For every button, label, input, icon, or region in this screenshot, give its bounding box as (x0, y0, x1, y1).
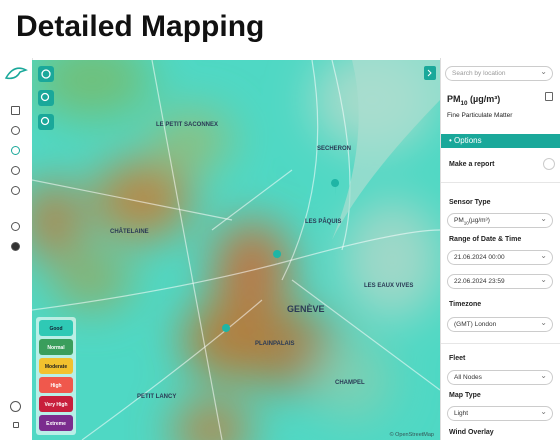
map-icon[interactable] (11, 146, 20, 155)
locate-button[interactable] (38, 66, 54, 82)
sensor-type-select[interactable]: PM10(µg/m³) (447, 213, 553, 228)
copy-icon[interactable] (545, 92, 553, 101)
legend-swatch[interactable] (39, 415, 73, 431)
separator (441, 182, 560, 183)
power-icon[interactable] (11, 186, 20, 195)
expand-panel-button[interactable] (424, 66, 436, 80)
logo (4, 67, 28, 80)
dashboard-icon[interactable] (11, 106, 20, 115)
legend-swatch[interactable] (39, 358, 73, 374)
collapse-icon[interactable] (13, 422, 19, 428)
sidebar (0, 58, 33, 440)
pollutant-sub: 10 (460, 99, 468, 107)
separator (441, 343, 560, 344)
zoom-button[interactable] (38, 114, 54, 130)
zoom-icon (40, 116, 50, 126)
search-placeholder: Search by location (452, 70, 506, 77)
legend-label: Extreme (46, 421, 66, 427)
locate-icon (41, 69, 51, 79)
search-icon (40, 92, 50, 102)
legend-swatch[interactable] (39, 396, 73, 412)
place-label: GENÈVE (287, 304, 325, 314)
options-header[interactable]: • Options (441, 134, 560, 148)
sensor-markers (222, 179, 340, 342)
map[interactable]: LE PETIT SACONNEX SECHERON LES PÂQUIS CH… (32, 60, 440, 440)
place-label: PLAINPALAIS (255, 341, 295, 347)
legend-swatch[interactable] (39, 339, 73, 355)
place-label: CHAMPEL (335, 380, 365, 386)
page-title: Detailed Mapping (16, 10, 265, 43)
sensor-marker[interactable] (273, 250, 282, 268)
expand-icon (427, 69, 432, 77)
search-button[interactable] (38, 90, 54, 106)
end-date-input[interactable]: 22.06.2024 23:59 (447, 274, 553, 289)
make-report[interactable]: Make a report (449, 161, 495, 168)
place-label: LES PÂQUIS (305, 218, 341, 225)
streets (32, 60, 440, 440)
fleet-select[interactable]: All Nodes (447, 370, 553, 385)
sensor-sub: 10 (463, 220, 469, 226)
legend-swatch[interactable] (39, 377, 73, 393)
legend-label: Good (49, 326, 62, 332)
sensor-marker[interactable] (331, 179, 340, 197)
legend-label: Very High (44, 402, 67, 408)
pollutant-description: Fine Particulate Matter (447, 112, 513, 119)
options-label: Options (454, 136, 482, 145)
pollutant-unit: (µg/m³) (470, 94, 501, 104)
lake (332, 60, 440, 240)
sensor-unit: (µg/m³) (468, 217, 490, 224)
end-date: 22.06.2024 23:59 (454, 278, 505, 285)
timezone-select[interactable]: (GMT) London (447, 317, 553, 332)
place-labels: LE PETIT SACONNEX SECHERON LES PÂQUIS CH… (110, 122, 413, 400)
place-label: CHÂTELAINE (110, 228, 149, 235)
map-type-value: Light (454, 410, 469, 417)
field-label: Range of Date & Time (449, 236, 522, 243)
gear-icon[interactable] (11, 222, 20, 231)
attribution: © OpenStreetMap (390, 431, 434, 438)
profile-icon[interactable] (11, 242, 20, 251)
fleet-value: All Nodes (454, 374, 482, 381)
field-label: Wind Overlay (449, 429, 494, 436)
map-type-select[interactable]: Light (447, 406, 553, 421)
sensor-base: PM (454, 217, 464, 224)
timezone-value: (GMT) London (454, 321, 497, 328)
field-label: Sensor Type (449, 199, 491, 206)
place-label: LES EAUX VIVES (364, 283, 413, 289)
map-controls (38, 66, 436, 130)
legend-label: Normal (47, 345, 65, 351)
pollutant-title: PM10 (µg/m³) (447, 94, 500, 107)
sensor-marker[interactable] (222, 324, 231, 342)
start-date: 21.06.2024 00:00 (454, 254, 505, 261)
settings-icon[interactable] (11, 126, 20, 135)
legend: Good Normal Moderate High Very High Extreme (36, 317, 76, 435)
legend-swatch[interactable] (39, 320, 73, 336)
search-input[interactable]: Search by location (445, 66, 553, 81)
field-label: Timezone (449, 301, 482, 308)
legend-label: High (50, 383, 61, 389)
place-label: SECHERON (317, 146, 351, 152)
field-label: Map Type (449, 392, 481, 399)
start-date-input[interactable]: 21.06.2024 00:00 (447, 250, 553, 265)
report-toggle[interactable] (543, 158, 555, 170)
place-label: LE PETIT SACONNEX (156, 122, 218, 128)
help-icon[interactable] (10, 401, 21, 412)
pollutant-base: PM (447, 94, 461, 104)
side-panel: Search by location PM10 (µg/m³) Fine Par… (440, 58, 560, 440)
field-label: Fleet (449, 355, 466, 362)
legend-label: Moderate (45, 364, 67, 370)
place-label: PETIT LANCY (137, 394, 176, 400)
user-icon[interactable] (11, 166, 20, 175)
